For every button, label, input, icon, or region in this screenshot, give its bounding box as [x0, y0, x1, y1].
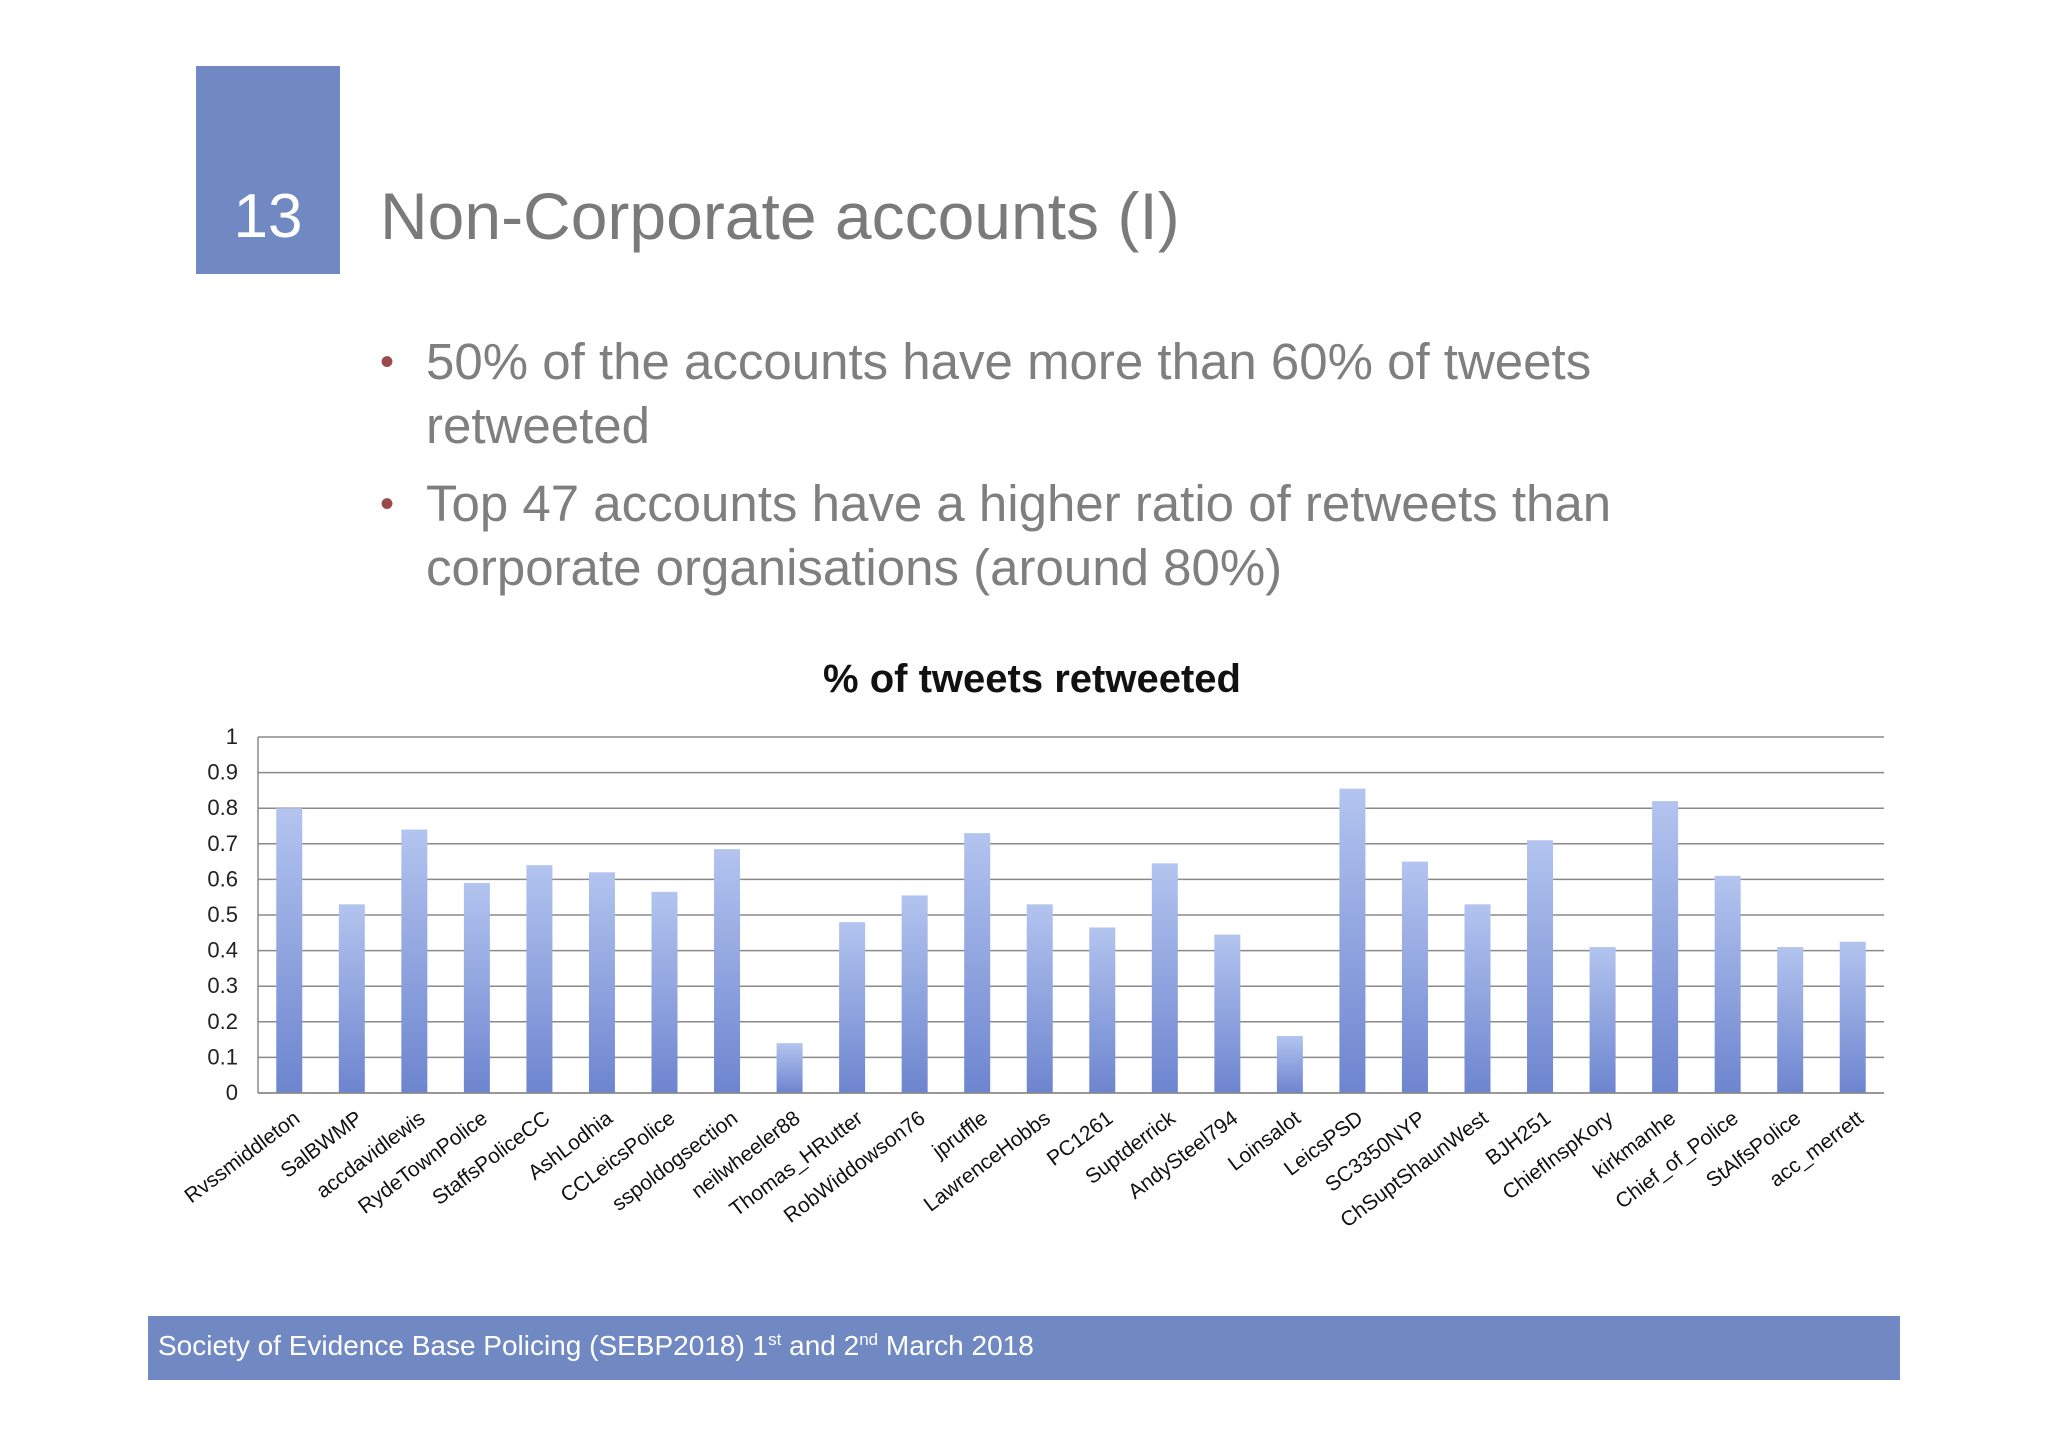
bar-AndySteel794 [1214, 934, 1241, 1093]
y-tick-label: 0.8 [207, 795, 238, 820]
footer-sup-nd: nd [859, 1330, 879, 1349]
axes [257, 737, 1884, 1094]
bar-AshLodhia [588, 872, 615, 1093]
footer-middle: and 2 [781, 1330, 860, 1361]
gridlines [258, 736, 1884, 1094]
y-tick-label: 0.5 [207, 902, 238, 927]
bar-StaffsPoliceCC [526, 865, 553, 1093]
bullet-dot-icon: • [380, 340, 395, 384]
y-tick-label: 0.4 [207, 938, 238, 963]
y-tick-label: 0.3 [207, 973, 238, 998]
footer-bar: Society of Evidence Base Policing (SEBP2… [148, 1316, 1900, 1380]
bar-sspoldogsection [714, 849, 741, 1093]
bar-ChSuptShaunWest [1464, 904, 1491, 1093]
bars [276, 788, 1866, 1093]
bar-Loinsalot [1276, 1036, 1303, 1093]
bar-BJH251 [1527, 840, 1554, 1093]
bar-SC3350NYP [1401, 861, 1428, 1093]
bar-acc_merrett [1839, 941, 1866, 1093]
bar-LawrenceHobbs [1026, 904, 1053, 1093]
bullet-item: • 50% of the accounts have more than 60%… [378, 330, 1678, 458]
bullet-text: 50% of the accounts have more than 60% o… [426, 333, 1592, 454]
bar-accdavidlewis [401, 829, 428, 1093]
y-axis-ticks: 0 0.1 0.2 0.3 0.4 0.5 0.6 0.7 0.8 0.9 1 [207, 724, 238, 1105]
x-tick-label: AndySteel794 [1124, 1106, 1243, 1203]
y-tick-label: 0 [226, 1080, 238, 1105]
slide-number-box: 13 [196, 66, 340, 274]
y-tick-label: 0.1 [207, 1044, 238, 1069]
bar-kirkmanhe [1652, 801, 1679, 1093]
y-tick-label: 0.7 [207, 831, 238, 856]
bar-LeicsPSD [1339, 788, 1366, 1093]
bullet-item: • Top 47 accounts have a higher ratio of… [378, 472, 1678, 600]
x-axis-labels: RvssmiddletonSalBWMPaccdavidlewisRydeTow… [180, 1106, 1867, 1232]
bar-RydeTownPolice [463, 882, 490, 1093]
y-tick-label: 0.9 [207, 760, 238, 785]
bar-CCLeicsPolice [651, 891, 678, 1093]
bar-Suptderrick [1151, 863, 1178, 1093]
slide-title: Non-Corporate accounts (I) [380, 179, 1180, 253]
bullet-dot-icon: • [380, 482, 395, 526]
footer-text: Society of Evidence Base Policing (SEBP2… [158, 1330, 1034, 1362]
bar-jpruffle [964, 833, 991, 1093]
y-tick-label: 0.6 [207, 866, 238, 891]
slide-number: 13 [233, 182, 303, 251]
y-tick-label: 0.2 [207, 1009, 238, 1034]
bar-Chief_of_Police [1714, 875, 1741, 1093]
footer-suffix: March 2018 [878, 1330, 1034, 1361]
bar-SalBWMP [338, 904, 365, 1093]
bar-Thomas_HRutter [839, 922, 866, 1093]
bar-ChiefInspKory [1589, 947, 1616, 1093]
bar-RobWiddowson76 [901, 895, 928, 1093]
bar-PC1261 [1089, 927, 1116, 1093]
bar-Rvssmiddleton [276, 808, 303, 1093]
y-tick-label: 1 [226, 724, 238, 749]
footer-sup-st: st [768, 1330, 782, 1349]
bullet-text: Top 47 accounts have a higher ratio of r… [426, 475, 1612, 596]
footer-prefix: Society of Evidence Base Policing (SEBP2… [158, 1330, 769, 1361]
bar-neilwheeler88 [776, 1043, 803, 1093]
chart-title: % of tweets retweeted [823, 657, 1241, 701]
bullet-list: • 50% of the accounts have more than 60%… [378, 330, 1678, 614]
bar-StAlfsPolice [1777, 947, 1804, 1093]
